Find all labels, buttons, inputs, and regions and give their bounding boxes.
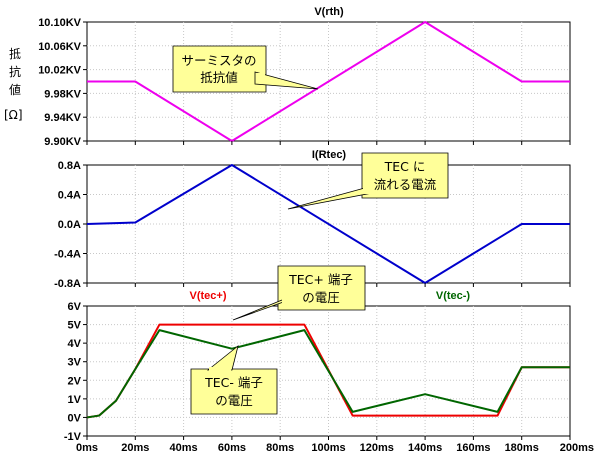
rtec-callout-box xyxy=(361,152,449,199)
x-tick-label: 60ms xyxy=(218,442,246,454)
rth-ytick-label: 10.10KV xyxy=(38,17,81,29)
rth-callout: サーミスタの 抵抗値 xyxy=(172,45,319,93)
v-rth-series-line xyxy=(87,21,570,142)
tec-ytick-label: 1V xyxy=(68,394,82,406)
rtec-ytick-label: -0.4A xyxy=(54,249,81,261)
tec-plus-callout-joint xyxy=(282,297,290,303)
rth-callout-line-2: 抵抗値 xyxy=(200,70,238,85)
tec-ytick-label: 2V xyxy=(68,375,82,387)
rth-callout-line-1: サーミスタの xyxy=(181,53,256,68)
rth-ylabel-3: 値 xyxy=(9,82,21,97)
rtec-callout-joint xyxy=(363,185,373,194)
tec-minus-callout-joint xyxy=(209,367,231,371)
tec-plus-callout: TEC+ 端子 の電圧 xyxy=(232,265,366,321)
rth-ytick-label: 9.94KV xyxy=(44,112,81,124)
rth-callout-pointer xyxy=(254,71,319,90)
x-tick-label: 40ms xyxy=(170,442,198,454)
i-rtec-series-line xyxy=(86,164,570,284)
tec-ytick-label: 0V xyxy=(68,412,82,424)
rth-ytick-label: 10.06KV xyxy=(38,41,81,53)
rtec-callout-line-1: TEC に xyxy=(384,159,426,174)
rtec-callout: TEC に 流れる電流 xyxy=(287,152,449,210)
rth-ytick-label: 9.90KV xyxy=(44,136,81,148)
rth-panel: 9.90KV9.94KV9.98KV10.02KV10.06KV10.10KV … xyxy=(4,6,571,148)
x-tick-label: 180ms xyxy=(505,442,539,454)
tec-ytick-label: -1V xyxy=(64,431,82,443)
rth-ytick-label: 9.98KV xyxy=(44,88,81,100)
tec-plus-callout-line-1: TEC+ 端子 xyxy=(288,272,353,287)
tec-ytick-label: 4V xyxy=(68,338,82,350)
x-tick-label: 140ms xyxy=(408,442,442,454)
tec-ytick-label: 6V xyxy=(68,301,82,313)
rth-ytick-label: 10.02KV xyxy=(38,65,81,77)
rtec-ytick-label: -0.8A xyxy=(54,278,81,290)
tec-minus-callout-box xyxy=(190,368,278,415)
x-tick-label: 120ms xyxy=(360,442,394,454)
tec-minus-callout-line-2: の電圧 xyxy=(215,393,253,408)
x-tick-label: 0ms xyxy=(76,442,98,454)
rtec-ytick-label: 0.4A xyxy=(58,190,81,202)
rtec-callout-line-2: 流れる電流 xyxy=(374,177,437,192)
rth-ylabel-4: [Ω] xyxy=(4,108,23,122)
rtec-panel: -0.8A -0.4A 0.0A 0.4A 0.8A I(Rtec) TEC に 流れる… xyxy=(54,149,571,290)
tec-minus-callout-line-1: TEC- 端子 xyxy=(204,375,263,390)
tec-ytick-label: 5V xyxy=(68,320,82,332)
tec-ytick-label: 3V xyxy=(68,357,82,369)
rth-callout-box xyxy=(172,45,267,93)
rtec-ytick-label: 0.0A xyxy=(58,219,81,231)
rth-ylabel-2: 抗 xyxy=(9,64,21,79)
x-tick-label: 100ms xyxy=(311,442,345,454)
rtec-title: I(Rtec) xyxy=(312,149,347,161)
rtec-ytick-label: 0.8A xyxy=(58,160,81,172)
tec-plus-title: V(tec+) xyxy=(190,290,227,302)
x-axis-tick-labels: 0ms 20ms 40ms 60ms 80ms 100ms 120ms 140ms 160ms 1… xyxy=(76,442,594,454)
tec-plus-callout-box xyxy=(277,265,366,311)
x-tick-label: 160ms xyxy=(456,442,490,454)
tec-minus-callout: TEC- 端子 の電圧 xyxy=(190,344,278,415)
v-tec-series-line xyxy=(86,329,570,419)
tec-voltage-panel: -1V 0V 1V 2V 3V 4V 5V 6V V(tec+) V(tec-) TEC+ 端… xyxy=(64,265,571,443)
rth-title: V(rth) xyxy=(314,6,344,18)
x-tick-label: 200ms xyxy=(560,442,594,454)
tec-minus-title: V(tec-) xyxy=(436,290,471,302)
x-tick-label: 80ms xyxy=(266,442,294,454)
tec-plus-callout-line-2: の電圧 xyxy=(302,290,340,305)
rth-ylabel-1: 抵 xyxy=(9,47,21,61)
x-tick-label: 20ms xyxy=(121,442,149,454)
rth-callout-joint xyxy=(256,73,265,83)
